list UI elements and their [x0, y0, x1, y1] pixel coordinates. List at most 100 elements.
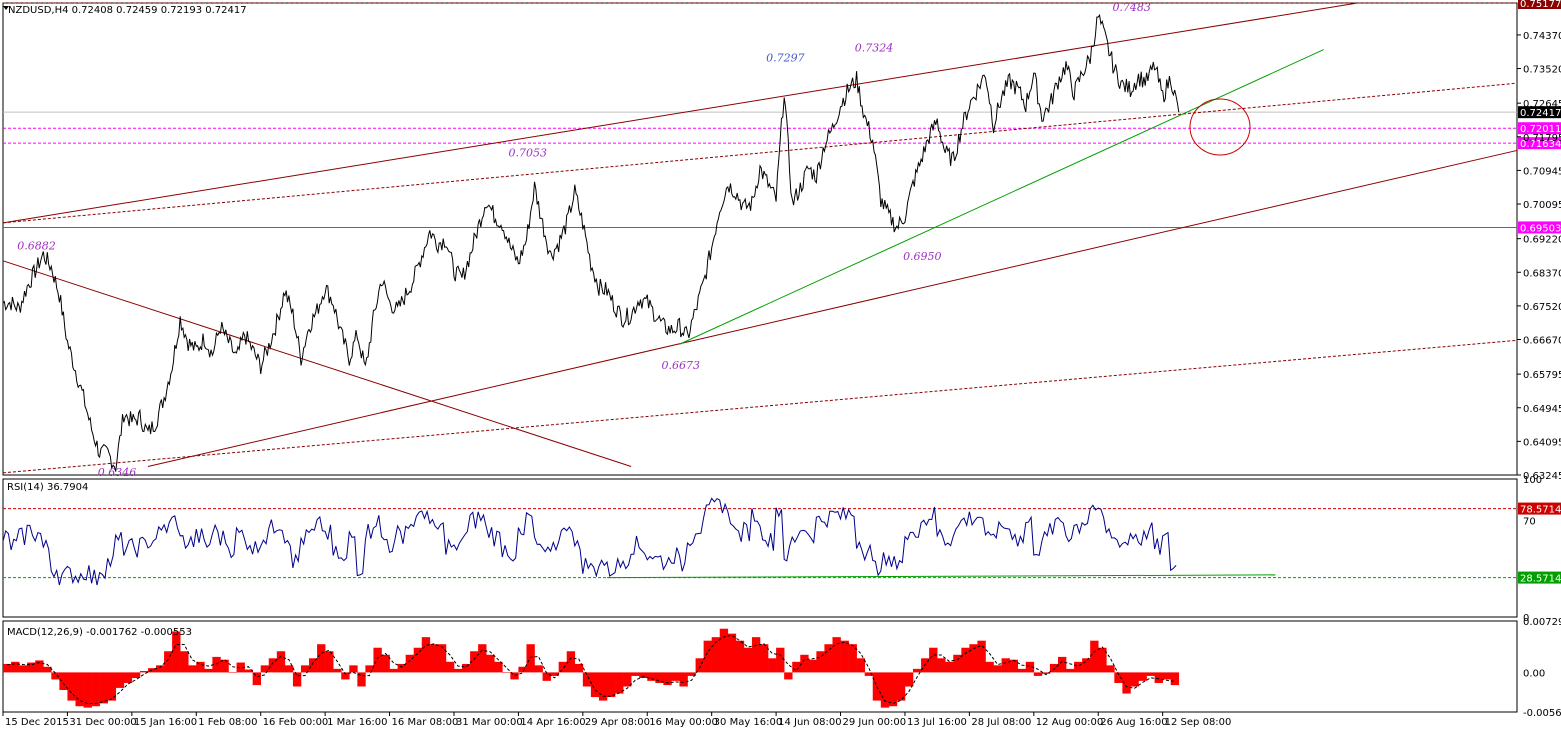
macd-histogram-bar — [478, 644, 487, 673]
price-series-line — [2, 13, 1180, 472]
price-y-tick-label: 0.73520 — [1523, 65, 1561, 76]
macd-histogram-bar — [421, 637, 431, 673]
x-tick-label: 26 Aug 16:00 — [1100, 717, 1167, 728]
level-tag — [1518, 0, 1561, 9]
trend-line — [679, 49, 1324, 345]
trend-line — [147, 149, 1518, 467]
macd-histogram-bar — [1146, 672, 1155, 676]
macd-histogram-bar — [123, 672, 133, 683]
macd-histogram-bar — [574, 663, 584, 673]
macd-histogram-bar — [1041, 672, 1051, 674]
macd-histogram-bar — [695, 658, 704, 673]
macd-histogram-bar — [679, 672, 688, 687]
macd-histogram-bar — [317, 644, 326, 673]
macd-histogram-bar — [357, 672, 366, 687]
price-y-tick-label: 0.66670 — [1523, 336, 1561, 347]
level-tag-label: 0.69503 — [1520, 223, 1561, 234]
x-tick-label: 13 Jul 16:00 — [907, 717, 967, 728]
x-tick-label: 14 Apr 16:00 — [520, 717, 585, 728]
macd-histogram-bar — [590, 672, 600, 698]
macd-histogram-bar — [212, 656, 221, 673]
macd-histogram-bar — [333, 668, 342, 673]
price-y-tick-label: 0.72645 — [1523, 99, 1561, 110]
macd-y-tick-label: 0.007293 — [1523, 617, 1561, 628]
macd-histogram-bar — [582, 672, 592, 687]
macd-histogram-bar — [115, 672, 125, 688]
macd-histogram-bar — [1066, 668, 1075, 673]
macd-histogram-bar — [300, 665, 310, 673]
rsi-level-tag — [1518, 571, 1561, 584]
price-annotation: 0.7297 — [766, 51, 805, 64]
macd-histogram-bar — [413, 647, 423, 673]
x-tick-label: 12 Aug 00:00 — [1036, 717, 1103, 728]
macd-histogram-bar — [11, 661, 20, 673]
macd-histogram-bar — [83, 672, 92, 708]
level-tag — [1518, 137, 1561, 150]
macd-histogram-bar — [977, 640, 986, 673]
macd-histogram-bar — [462, 663, 471, 673]
macd-histogram-bar — [437, 644, 447, 673]
macd-histogram-bar — [429, 644, 439, 673]
macd-histogram-bar — [1122, 672, 1131, 694]
price-annotation: 0.6950 — [903, 250, 942, 263]
macd-histogram-bar — [381, 654, 390, 673]
last-price-tag — [1518, 106, 1561, 119]
macd-histogram-bar — [373, 647, 382, 673]
x-tick-label: 12 Sep 08:00 — [1165, 717, 1232, 728]
macd-histogram-bar — [139, 670, 149, 673]
macd-histogram-bar — [687, 672, 696, 676]
x-tick-label: 16 May 00:00 — [649, 717, 718, 728]
macd-histogram-bar — [27, 662, 36, 673]
macd-histogram-bar — [703, 640, 712, 673]
macd-histogram-bar — [1170, 672, 1180, 686]
macd-histogram-bar — [913, 668, 922, 673]
macd-histogram-bar — [880, 672, 890, 708]
macd-histogram-bar — [953, 654, 962, 673]
symbol-title: NZDUSD,H4 0.72408 0.72459 0.72193 0.7241… — [8, 5, 247, 16]
macd-histogram-bar — [969, 644, 978, 673]
macd-histogram-bar — [292, 672, 302, 687]
trend-line — [2, 339, 1518, 474]
macd-histogram-bar — [945, 661, 954, 673]
macd-histogram-bar — [639, 672, 648, 679]
macd-histogram-bar — [397, 663, 406, 673]
macd-histogram-bar — [1082, 658, 1091, 673]
macd-histogram-bar — [929, 647, 938, 673]
macd-histogram-bar — [99, 672, 108, 704]
macd-histogram-bar — [550, 672, 559, 676]
price-y-tick-label: 0.64095 — [1523, 437, 1561, 448]
macd-histogram-bar — [1114, 672, 1123, 683]
macd-histogram-bar — [3, 663, 12, 673]
macd-histogram-bar — [1130, 672, 1139, 687]
macd-histogram-bar — [606, 672, 616, 698]
macd-histogram-bar — [156, 665, 165, 673]
x-tick-label: 29 Apr 08:00 — [585, 717, 650, 728]
macd-histogram-bar — [180, 651, 189, 673]
macd-histogram-bar — [220, 659, 229, 673]
price-annotation: 0.7324 — [855, 42, 894, 55]
level-tag-label: 0.71634 — [1520, 139, 1561, 150]
macd-histogram-bar — [486, 654, 495, 673]
macd-histogram-bar — [1025, 661, 1035, 673]
macd-histogram-bar — [107, 672, 117, 701]
macd-histogram-bar — [1098, 647, 1107, 673]
highlight-circle — [1189, 98, 1251, 156]
x-tick-label: 1 Feb 08:00 — [198, 717, 257, 728]
macd-histogram-bar — [19, 665, 28, 673]
macd-histogram-bar — [236, 662, 245, 673]
macd-histogram-bar — [743, 647, 753, 673]
x-tick-label: 28 Jul 08:00 — [971, 717, 1031, 728]
macd-histogram-bar — [510, 672, 519, 680]
macd-histogram-bar — [470, 651, 479, 673]
macd-histogram-bar — [598, 672, 608, 701]
macd-histogram-bar — [244, 669, 253, 673]
rsi-y-tick-label: 70 — [1523, 516, 1536, 527]
rsi-level-tag — [1518, 502, 1561, 515]
macd-histogram-bar — [260, 665, 270, 673]
macd-histogram-bar — [494, 661, 503, 673]
macd-histogram-bar — [1009, 659, 1019, 673]
price-annotation: 0.6673 — [661, 359, 700, 372]
chart-menu-triangle-icon[interactable] — [3, 6, 9, 10]
